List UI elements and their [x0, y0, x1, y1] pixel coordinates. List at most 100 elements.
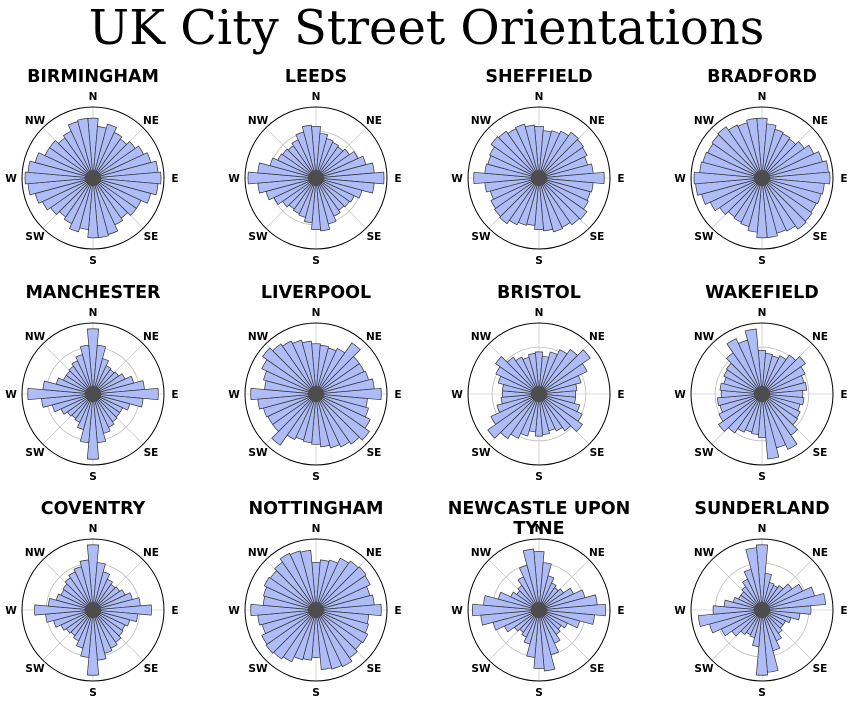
direction-label-sw: SW [694, 447, 714, 459]
bar-bin-8 [761, 593, 827, 611]
rose-chart-bradford: N NE E SE S SW W NW [674, 91, 847, 267]
bar-bin-9 [761, 605, 812, 615]
direction-label-w: W [451, 605, 463, 617]
direction-label-s: S [758, 471, 766, 483]
bar-bin-27 [27, 387, 94, 401]
bar-bin-17 [315, 609, 332, 670]
bar-bin-12 [315, 177, 355, 203]
bar-bin-23 [265, 609, 317, 654]
rose-chart-wakefield: N NE E SE S SW W NW [674, 307, 847, 483]
direction-label-ne: NE [143, 115, 159, 127]
bar-bin-6 [315, 575, 371, 611]
bar-bin-35 [522, 548, 540, 611]
bar-bin-23 [718, 393, 763, 432]
bar-bin-32 [498, 130, 540, 179]
direction-label-n: N [535, 307, 544, 319]
direction-label-nw: NW [471, 115, 492, 127]
direction-label-n: N [535, 91, 544, 103]
outer-ring [467, 322, 611, 466]
rose-chart-coventry: N NE E SE S SW W NW [5, 523, 178, 699]
bar-bin-16 [538, 177, 563, 233]
bar-bin-9 [315, 171, 385, 185]
bar-bin-13 [315, 393, 370, 441]
bar-bin-33 [279, 552, 317, 611]
bar-bin-27 [472, 603, 540, 617]
bar-bin-11 [92, 177, 152, 204]
rose-chart-leeds: N NE E SE S SW W NW [228, 91, 401, 267]
direction-label-e: E [840, 389, 847, 401]
outer-ring [467, 106, 611, 250]
center-hub [85, 602, 101, 618]
bar-bin-24 [490, 177, 540, 209]
center-hub [85, 170, 101, 186]
direction-label-sw: SW [248, 447, 268, 459]
bar-bin-18 [757, 393, 767, 438]
direction-label-n: N [758, 523, 767, 535]
bar-bin-24 [261, 609, 317, 645]
bar-bin-5 [538, 139, 584, 179]
chart-title-sheffield: SHEFFIELD [485, 67, 593, 87]
chart-title-bradford: BRADFORD [707, 67, 817, 87]
bar-bin-35 [301, 340, 317, 395]
direction-label-n: N [312, 307, 321, 319]
direction-label-se: SE [813, 231, 828, 243]
rose-chart-liverpool: N NE E SE S SW W NW [228, 307, 401, 483]
direction-label-se: SE [144, 231, 159, 243]
center-hub [531, 170, 547, 186]
bar-bin-35 [524, 124, 540, 179]
bar-bin-9 [315, 387, 382, 401]
bar-bin-34 [292, 339, 317, 395]
direction-label-se: SE [590, 231, 605, 243]
chart-title-bristol: BRISTOL [497, 283, 581, 303]
page-title: UK City Street Orientations [88, 0, 765, 56]
bar-bin-17 [315, 393, 331, 448]
direction-label-sw: SW [694, 231, 714, 243]
direction-label-e: E [394, 605, 401, 617]
bar-bin-9 [538, 171, 605, 185]
direction-label-w: W [228, 389, 240, 401]
chart-title-nottingham: NOTTINGHAM [248, 499, 384, 519]
bar-bin-18 [533, 609, 545, 669]
bar-bin-9 [761, 171, 831, 185]
bar-bin-17 [315, 177, 331, 232]
chart-title-sunderland: SUNDERLAND [694, 499, 830, 519]
chart-title-leeds: LEEDS [284, 67, 348, 87]
direction-label-s: S [312, 255, 320, 267]
outer-ring [244, 106, 388, 250]
bar-bin-31 [490, 136, 540, 179]
outer-ring [690, 322, 834, 466]
direction-label-s: S [535, 687, 543, 699]
direction-label-e: E [617, 389, 624, 401]
chart-title-liverpool: LIVERPOOL [260, 283, 372, 303]
direction-label-nw: NW [25, 115, 46, 127]
direction-label-e: E [840, 173, 847, 185]
direction-label-n: N [89, 91, 98, 103]
bar-bin-32 [506, 356, 540, 395]
direction-label-e: E [394, 389, 401, 401]
direction-label-ne: NE [366, 115, 382, 127]
center-hub [754, 170, 770, 186]
outer-ring [467, 538, 611, 682]
direction-label-ne: NE [366, 547, 382, 559]
bar-bin-35 [301, 124, 317, 179]
direction-label-n: N [535, 523, 544, 535]
direction-label-s: S [758, 255, 766, 267]
rose-chart-newcastle-upon-tyne: N NE E SE S SW W NW [451, 523, 624, 699]
bar-bin-17 [538, 609, 556, 672]
bar-bin-14 [538, 393, 572, 432]
direction-label-s: S [535, 471, 543, 483]
rose-chart-bristol: N NE E SE S SW W NW [451, 307, 624, 483]
direction-label-nw: NW [25, 331, 46, 343]
direction-label-sw: SW [248, 231, 268, 243]
direction-label-nw: NW [694, 547, 715, 559]
bar-bin-34 [289, 550, 317, 611]
bar-bin-21 [733, 177, 763, 223]
direction-label-ne: NE [143, 547, 159, 559]
bar-bin-21 [73, 609, 94, 642]
direction-label-ne: NE [589, 331, 605, 343]
bar-bin-27 [24, 171, 94, 185]
bar-bin-8 [761, 382, 808, 395]
direction-label-se: SE [590, 447, 605, 459]
direction-label-e: E [171, 173, 178, 185]
bar-bin-30 [277, 153, 317, 179]
